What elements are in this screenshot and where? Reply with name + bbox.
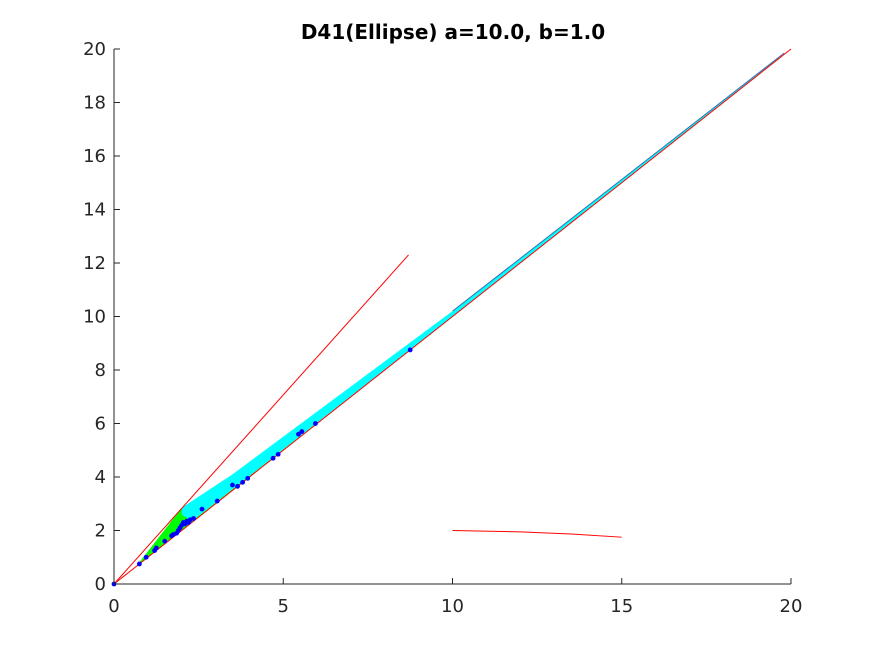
data-point — [240, 479, 246, 485]
data-point — [214, 498, 220, 504]
band-edge-line — [452, 52, 785, 312]
data-point — [270, 455, 276, 461]
cyan-region-1 — [181, 53, 785, 522]
red-line-1 — [113, 254, 409, 585]
y-tick-label: 20 — [83, 39, 106, 60]
red-line-2 — [452, 530, 622, 538]
data-point — [296, 431, 301, 437]
data-point — [235, 483, 240, 489]
y-tick-label: 10 — [83, 307, 106, 328]
y-tick-label: 18 — [83, 93, 106, 114]
x-ticks: 0 5 10 15 20 — [108, 578, 802, 617]
data-point — [407, 347, 413, 353]
data-point — [153, 545, 159, 551]
plot-area — [111, 48, 792, 587]
data-point — [275, 451, 281, 457]
chart-title: D41(Ellipse) a=10.0, b=1.0 — [301, 20, 605, 44]
y-tick-label: 2 — [95, 521, 106, 542]
x-tick-label: 15 — [610, 596, 633, 617]
y-tick-label: 6 — [95, 414, 106, 435]
data-point — [299, 429, 305, 434]
data-point — [143, 554, 149, 560]
y-ticks: 0 2 4 6 8 10 12 14 16 18 20 — [83, 39, 120, 595]
data-point — [191, 516, 196, 521]
data-point — [230, 482, 235, 488]
y-tick-label: 16 — [83, 146, 106, 167]
y-tick-label: 12 — [83, 253, 106, 274]
red-line-0 — [113, 48, 792, 585]
y-tick-label: 0 — [95, 574, 106, 595]
data-point — [162, 538, 168, 544]
y-tick-label: 8 — [95, 360, 106, 381]
data-point — [313, 421, 318, 426]
x-tick-label: 0 — [108, 596, 119, 617]
y-tick-label: 14 — [83, 200, 106, 221]
data-point — [136, 561, 142, 567]
data-point — [199, 506, 205, 512]
x-tick-label: 5 — [278, 596, 289, 617]
data-point — [245, 475, 251, 481]
y-tick-label: 4 — [95, 467, 106, 488]
x-tick-label: 20 — [780, 596, 803, 617]
x-tick-label: 10 — [441, 596, 464, 617]
